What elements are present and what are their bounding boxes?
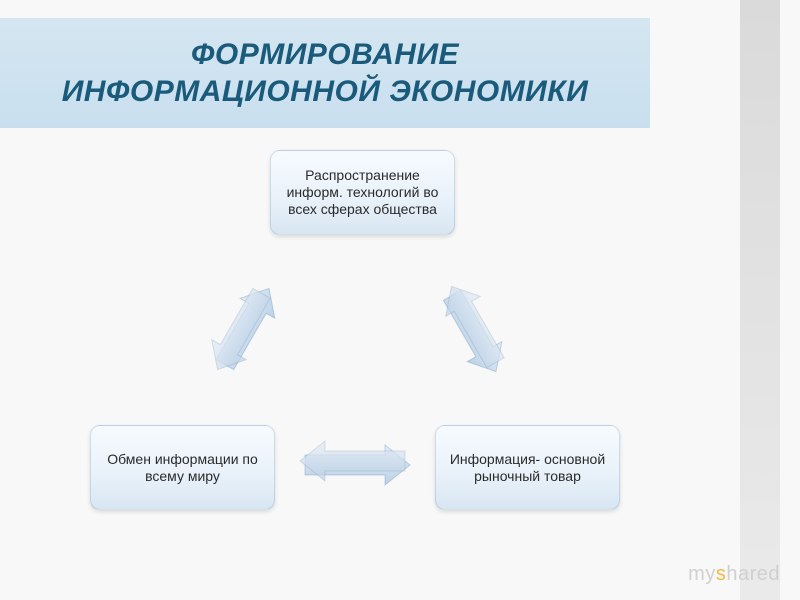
arrow-right-left-icon xyxy=(300,441,410,485)
cycle-node-top: Распространение информ. технологий во вс… xyxy=(270,150,455,235)
cycle-node-right: Информация- основной рыночный товар xyxy=(435,425,620,510)
title-band: ФОРМИРОВАНИЕ ИНФОРМАЦИОННОЙ ЭКОНОМИКИ xyxy=(0,18,650,128)
watermark-prefix: my xyxy=(688,563,716,585)
watermark-suffix: hared xyxy=(726,563,780,585)
cycle-node-label: Распространение информ. технологий во вс… xyxy=(281,167,444,217)
cycle-node-label: Обмен информации по всему миру xyxy=(101,451,264,485)
cycle-node-left: Обмен информации по всему миру xyxy=(90,425,275,510)
arrow-left-top-icon xyxy=(200,276,286,381)
cycle-diagram: Распространение информ. технологий во вс… xyxy=(40,140,680,580)
watermark-accent: s xyxy=(716,563,727,585)
side-stripe xyxy=(740,0,780,600)
arrow-top-right-icon xyxy=(431,276,517,381)
page-title: ФОРМИРОВАНИЕ ИНФОРМАЦИОННОЙ ЭКОНОМИКИ xyxy=(40,36,610,111)
cycle-node-label: Информация- основной рыночный товар xyxy=(446,451,609,485)
watermark: myshared xyxy=(688,563,780,586)
